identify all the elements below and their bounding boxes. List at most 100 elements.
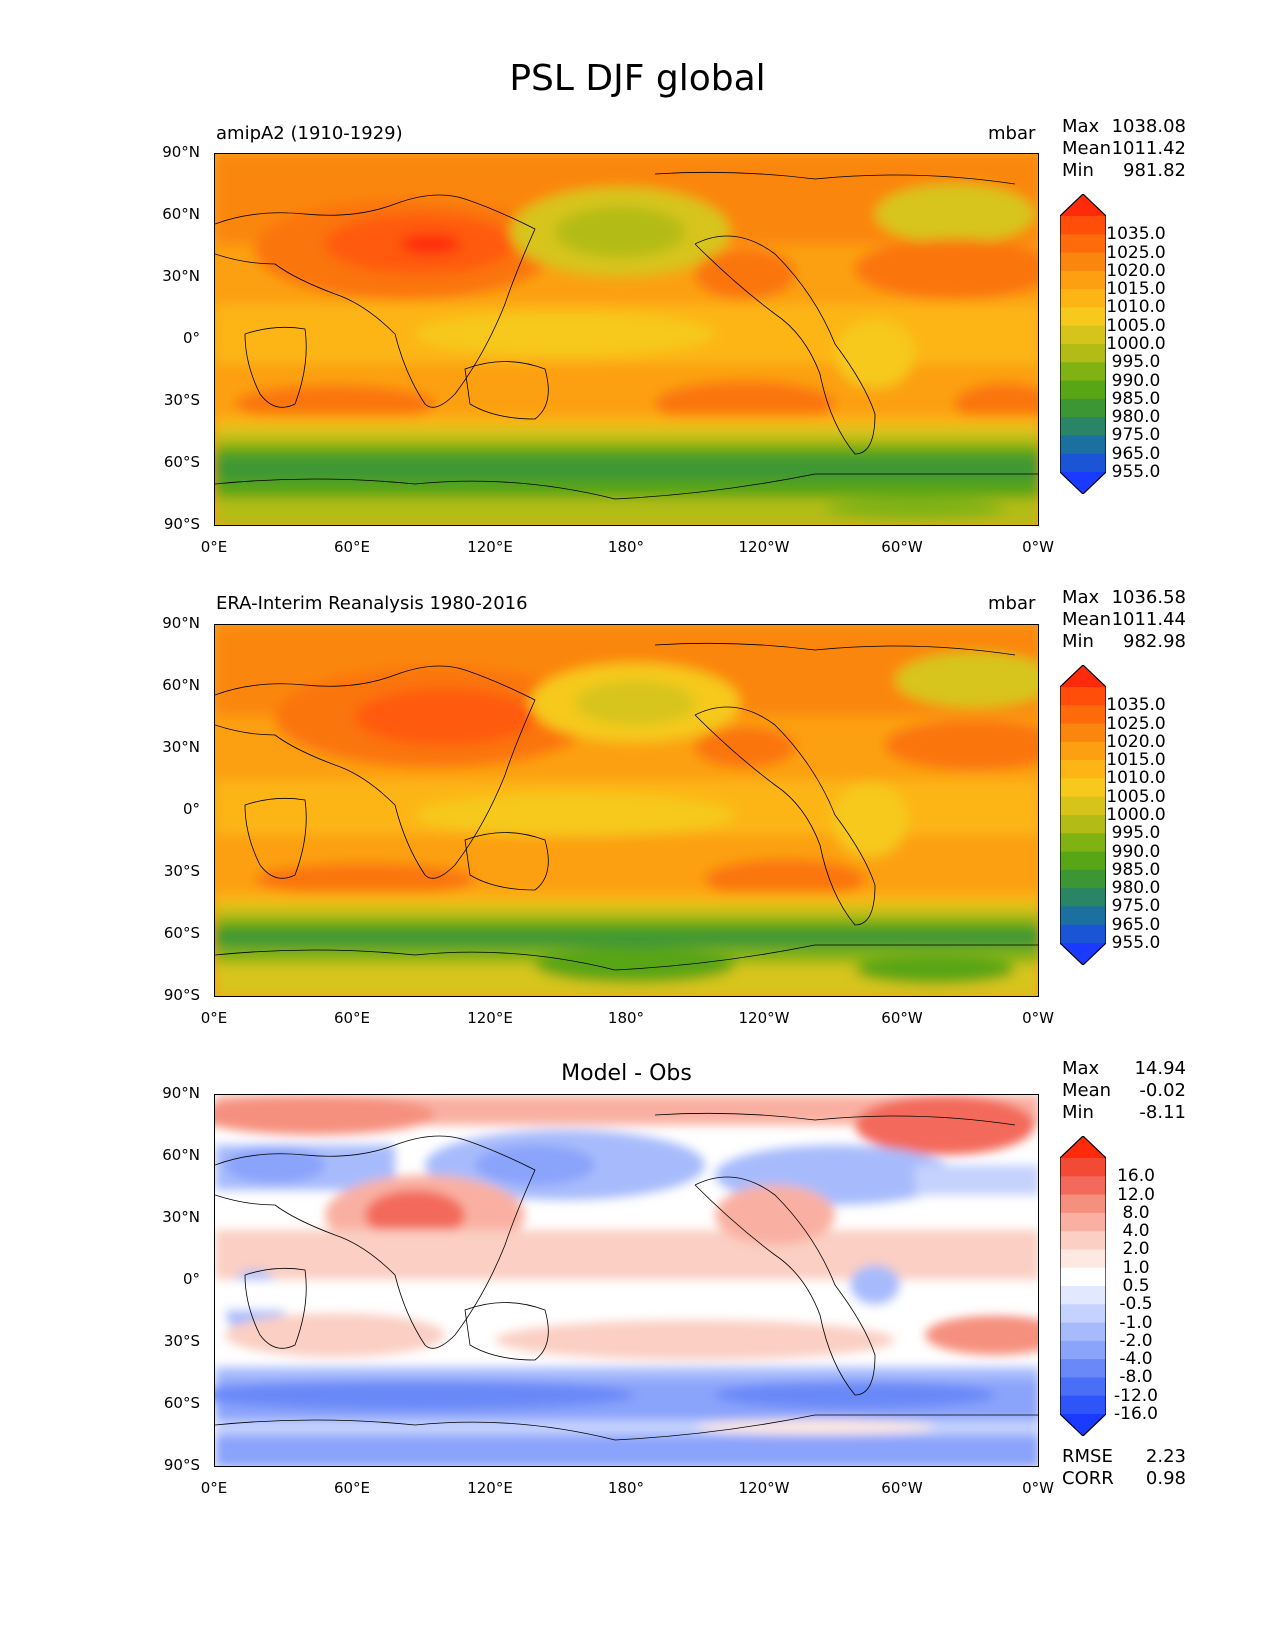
- colorbar-segment: [1060, 270, 1106, 290]
- colorbar-extend-top: [1060, 194, 1106, 216]
- panel2-lat-tick: 30°S: [163, 862, 200, 880]
- colorbar-segment: [1060, 234, 1106, 254]
- colorbar-segment: [1060, 906, 1106, 926]
- colorbar-tick-label: 980.0: [1111, 878, 1161, 899]
- colorbar-tick-label: -2.0: [1119, 1330, 1153, 1351]
- panel3-lat-tick: 30°N: [162, 1208, 200, 1226]
- colorbar-tick-label: 1005.0: [1106, 786, 1166, 807]
- colorbar-segment: [1060, 362, 1106, 382]
- colorbar-extend-bottom: [1060, 943, 1106, 965]
- colorbar-tick-label: 1020.0: [1106, 260, 1166, 281]
- colorbar-segment: [1060, 1176, 1106, 1196]
- colorbar-tick-label: 955.0: [1111, 462, 1161, 482]
- colorbar-segment: [1060, 1304, 1106, 1324]
- panel3-lat-tick: 60°S: [163, 1394, 200, 1412]
- colorbar-tick-label: 1035.0: [1106, 695, 1166, 716]
- panel2-lon-tick: 60°E: [333, 1009, 371, 1027]
- colorbar-segment: [1060, 741, 1106, 761]
- colorbar-segment: [1060, 1395, 1106, 1415]
- panel1-lat-tick: 60°S: [163, 453, 200, 471]
- panel1-lat-tick: 90°N: [162, 143, 200, 161]
- colorbar-tick-label: 0.5: [1122, 1276, 1150, 1296]
- panel3-stat-max-name: Max: [1062, 1058, 1100, 1079]
- panel3-colorbar: [1060, 1136, 1106, 1436]
- colorbar-segment: [1060, 815, 1106, 834]
- colorbar-tick-label: 1010.0: [1106, 768, 1166, 789]
- panel3-metric-corr-value: 0.98: [1145, 1468, 1186, 1489]
- colorbar-tick-label: 1.0: [1122, 1257, 1150, 1278]
- panel1-lon-tick: 0°W: [1022, 538, 1054, 556]
- panel2-map: [214, 624, 1039, 997]
- panel1-stat-min-name: Min: [1062, 160, 1094, 181]
- colorbar-extend-bottom: [1060, 1414, 1106, 1436]
- panel2-label: ERA-Interim Reanalysis 1980-2016: [216, 593, 528, 614]
- colorbar-tick-label: 1015.0: [1106, 750, 1166, 771]
- colorbar-segment: [1060, 1267, 1106, 1287]
- colorbar-tick-label: 995.0: [1111, 352, 1161, 373]
- colorbar-tick-label: -8.0: [1119, 1367, 1153, 1388]
- panel3-stat-mean-value: -0.02: [1139, 1080, 1186, 1101]
- colorbar-segment: [1060, 1286, 1106, 1305]
- panel2-units: mbar: [988, 593, 1036, 614]
- colorbar-segment: [1060, 869, 1106, 889]
- panel2-colorbar: [1060, 665, 1106, 965]
- panel3-stat-max-value: 14.94: [1134, 1058, 1186, 1079]
- colorbar-tick-label: 975.0: [1111, 425, 1161, 446]
- colorbar-tick-label: -12.0: [1114, 1385, 1158, 1406]
- panel1-lon-tick: 120°W: [738, 538, 790, 556]
- panel2-lon-tick: 0°W: [1022, 1009, 1054, 1027]
- panel3-map: [214, 1094, 1039, 1467]
- panel2-stat-max-name: Max: [1062, 587, 1100, 608]
- panel3-lon-tick: 0°E: [200, 1479, 228, 1497]
- panel2-lat-tick: 30°N: [162, 738, 200, 756]
- colorbar-tick-label: 1035.0: [1106, 224, 1166, 245]
- panel1-lat-tick: 90°S: [163, 515, 200, 533]
- colorbar-segment: [1060, 1194, 1106, 1214]
- colorbar-extend-bottom: [1060, 472, 1106, 494]
- colorbar-segment: [1060, 325, 1106, 345]
- colorbar-segment: [1060, 398, 1106, 418]
- panel3-lat-tick: 90°S: [163, 1456, 200, 1474]
- panel1-colorbar: [1060, 194, 1106, 494]
- colorbar-segment: [1060, 687, 1106, 706]
- colorbar-tick-label: 1000.0: [1106, 805, 1166, 825]
- panel1-label: amipA2 (1910-1929): [216, 123, 403, 144]
- colorbar-segment: [1060, 1212, 1106, 1232]
- panel2-lat-tick: 0°: [182, 800, 200, 818]
- panel1-stat-mean-name: Mean: [1062, 138, 1112, 159]
- colorbar-extend-top: [1060, 1136, 1106, 1158]
- panel1-lon-tick: 60°E: [333, 538, 371, 556]
- colorbar-segment: [1060, 705, 1106, 725]
- panel2-stat-mean-name: Mean: [1062, 609, 1112, 630]
- colorbar-segment: [1060, 380, 1106, 400]
- colorbar-segment: [1060, 344, 1106, 363]
- colorbar-tick-label: 12.0: [1117, 1184, 1155, 1205]
- colorbar-segment: [1060, 307, 1106, 327]
- colorbar-tick-label: 965.0: [1111, 443, 1161, 464]
- panel3-lon-tick: 60°E: [333, 1479, 371, 1497]
- colorbar-segment: [1060, 417, 1106, 436]
- colorbar-segment: [1060, 1249, 1106, 1269]
- panel1-lon-tick: 180°: [607, 538, 645, 556]
- panel3-lon-tick: 60°W: [881, 1479, 923, 1497]
- colorbar-segment: [1060, 888, 1106, 907]
- colorbar-tick-label: 1010.0: [1106, 297, 1166, 318]
- colorbar-tick-label: 16.0: [1117, 1166, 1155, 1187]
- panel1-lat-tick: 30°N: [162, 267, 200, 285]
- panel2-lat-tick: 90°N: [162, 614, 200, 632]
- panel1-lat-tick: 60°N: [162, 205, 200, 223]
- panel2-stat-mean-value: 1011.44: [1111, 609, 1186, 630]
- colorbar-segment: [1060, 723, 1106, 743]
- colorbar-segment: [1060, 851, 1106, 871]
- colorbar-segment: [1060, 435, 1106, 455]
- colorbar-tick-label: -4.0: [1119, 1349, 1153, 1370]
- panel2-stat-max-value: 1036.58: [1111, 587, 1186, 608]
- colorbar-tick-label: 985.0: [1111, 388, 1161, 409]
- panel1-lat-tick: 0°: [182, 329, 200, 347]
- colorbar-tick-label: 2.0: [1122, 1239, 1150, 1260]
- colorbar-tick-label: 975.0: [1111, 896, 1161, 917]
- panel2-stat-min-value: 982.98: [1123, 631, 1186, 652]
- panel1-stat-min-value: 981.82: [1123, 160, 1186, 181]
- colorbar-segment: [1060, 1377, 1106, 1397]
- colorbar-tick-label: 995.0: [1111, 823, 1161, 844]
